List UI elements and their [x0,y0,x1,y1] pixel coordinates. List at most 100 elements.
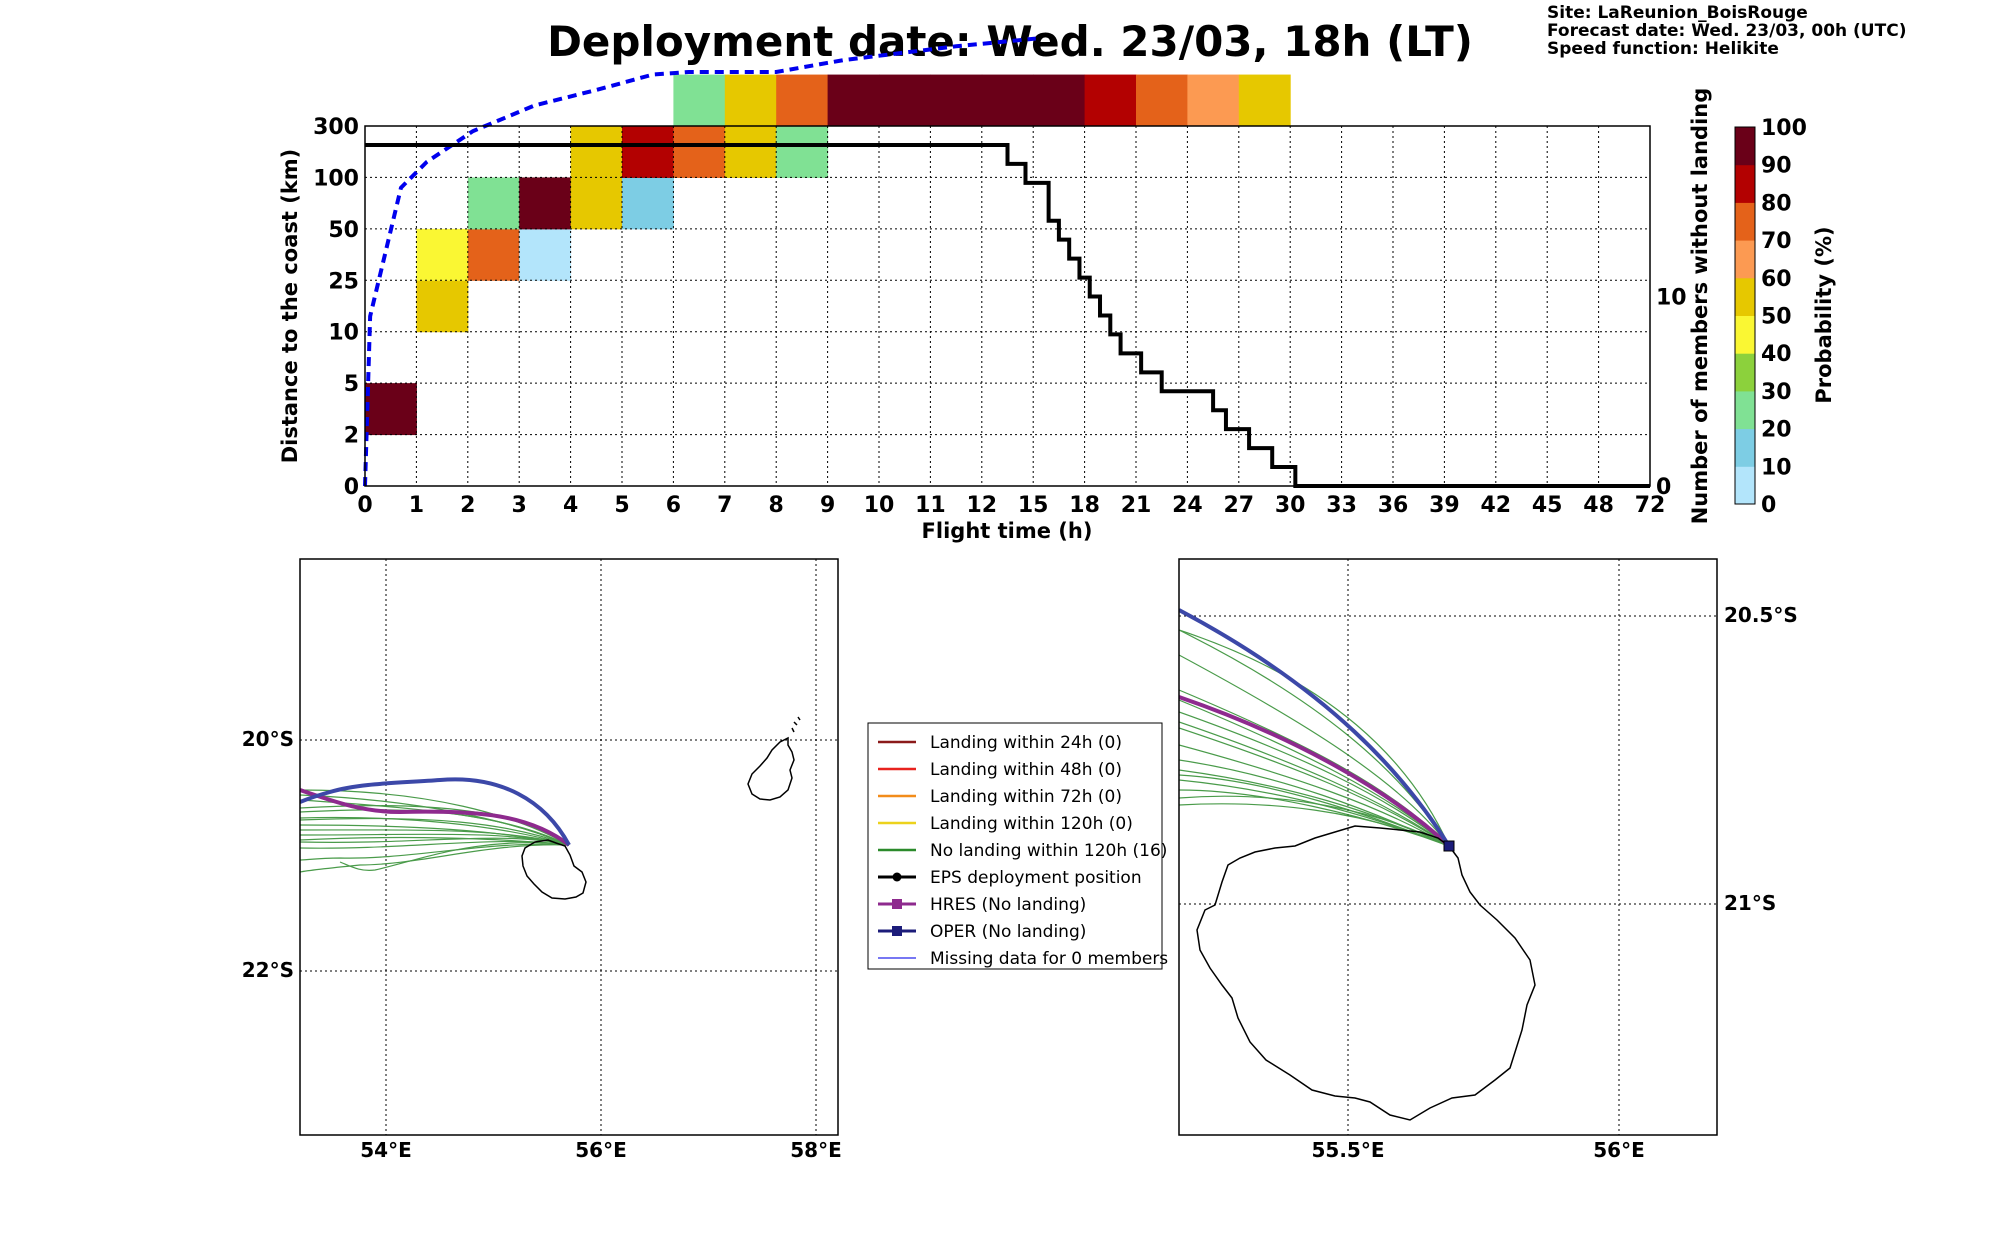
x-tick-label: 8 [769,493,784,518]
x-tick-label: 48 [1583,493,1614,518]
x-tick-label: 5 [614,493,629,518]
colorbar-segment [1735,353,1755,392]
heatmap-cell [622,177,674,230]
series-layer [363,36,1650,488]
y-tick-label: 5 [344,372,359,397]
ensemble-track [300,817,570,846]
colorbar-tick-label: 70 [1761,229,1792,254]
ensemble-track [1179,654,1450,847]
colorbar-tick-label: 50 [1761,305,1792,330]
map-right-x-label: 56°E [1593,1138,1645,1162]
heatmap-cell [416,228,469,281]
legend: Landing within 24h (0) Landing within 48h… [867,722,1168,970]
map-right-frame [1178,558,1718,1136]
x-tick-label: 39 [1429,493,1460,518]
x-tick-label: 42 [1480,493,1511,518]
colorbar-segment [1735,164,1755,203]
legend-items: Landing within 24h (0) Landing within 48h… [878,733,1168,969]
hres-track [300,788,571,847]
ensemble-track [1179,711,1450,847]
legend-label: HRES (No landing) [930,895,1086,915]
y2-tick-labels: 0 10 [1656,286,1687,500]
y-tick-label: 300 [313,115,359,140]
heatmap-cell [827,74,880,127]
x-tick-label: 1 [409,493,424,518]
x-tick-label: 11 [915,493,946,518]
map-left-x-label: 56°E [575,1138,627,1162]
legend-label: No landing within 120h (16) [930,841,1167,861]
y-tick-label: 50 [328,218,359,243]
colorbar-segment [1735,315,1755,354]
x-tick-label: 30 [1275,493,1306,518]
info-site: Site: LaReunion_BoisRouge [1547,3,1808,23]
y-tick-label: 100 [313,166,359,191]
y2-tick-label: 0 [1656,475,1671,500]
ensemble-track [300,836,570,846]
map-left-y-label: 20°S [242,727,294,751]
heatmap-cell [622,126,674,178]
grid-lines [365,126,1650,486]
map-right-x-label: 55.5°E [1311,1138,1384,1162]
y-tick-label: 0 [344,475,359,500]
colorbar [1735,127,1755,505]
heatmap-cell [519,228,572,281]
ensemble-track [1179,721,1450,847]
heatmap-cell [673,74,726,127]
colorbar-tick-labels: 0 10 20 30 40 50 60 70 80 90 100 [1761,116,1807,518]
ensemble-track [300,829,570,846]
oper-track [300,777,571,846]
eps-deployment-marker [1443,840,1455,852]
y2-axis-label: Number of members without landing [1688,88,1712,525]
map-right-y-label: 21°S [1724,891,1776,915]
colorbar-segment [1735,277,1755,316]
median-distance-line [363,36,1036,487]
x-tick-label: 21 [1121,493,1152,518]
map-right: 55.5°E 56°E 20.5°S 21°S [1178,558,1798,1162]
x-tick-labels: 0 1 2 3 4 5 6 7 8 9 10 11 12 15 18 21 24 27 30 33 36 39 42 45 48… [357,493,1665,518]
plot-frame [364,125,1651,487]
colorbar-tick-label: 0 [1761,493,1776,518]
heatmap-cell [776,126,829,178]
heatmap-cell [1238,74,1291,127]
ensemble-track [300,816,570,846]
colorbar-segment [1735,127,1755,166]
x-tick-label: 18 [1069,493,1100,518]
heatmap-cells [365,74,1291,436]
x-tick-label: 33 [1326,493,1357,518]
colorbar-segment [1735,390,1755,430]
legend-label: Landing within 24h (0) [930,733,1122,753]
heatmap-cell [1136,74,1188,127]
map-left: 54°E 56°E 58°E 20°S 22°S [242,558,842,1162]
colorbar-tick-label: 100 [1761,116,1807,141]
heatmap-cell [365,383,417,436]
ensemble-track [1179,769,1450,847]
x-tick-label: 12 [966,493,997,518]
map-right-grid [1179,559,1717,1135]
ensemble-track [1179,727,1450,847]
legend-label: Missing data for 0 members [930,949,1168,969]
legend-marker [892,872,902,882]
map-left-grid [300,559,838,1135]
oper-track [1179,608,1451,848]
colorbar-segment [1735,202,1755,241]
ensemble-track [300,844,570,873]
probability-chart: 0 1 2 3 4 5 6 7 8 9 10 11 12 15 18 21 24 27 30 33 36 39 42 45 48… [278,36,1836,543]
reunion-coastline-right [1196,825,1536,1121]
colorbar-tick-label: 90 [1761,154,1792,179]
ensemble-track [300,799,570,846]
ensemble-track [339,842,570,871]
heatmap-cell [467,228,520,281]
x-tick-label: 72 [1635,493,1666,518]
x-tick-label: 3 [512,493,527,518]
colorbar-tick-label: 40 [1761,342,1792,367]
info-forecast-date: Forecast date: Wed. 23/03, 00h (UTC) [1547,21,1906,41]
heatmap-cell [724,74,777,127]
figure-title: Deployment date: Wed. 23/03, 18h (LT) [547,17,1473,66]
x-tick-label: 4 [563,493,578,518]
legend-label: Landing within 120h (0) [930,814,1133,834]
members-without-landing-line [365,142,1650,488]
legend-marker [892,899,902,909]
ensemble-track [300,789,570,846]
